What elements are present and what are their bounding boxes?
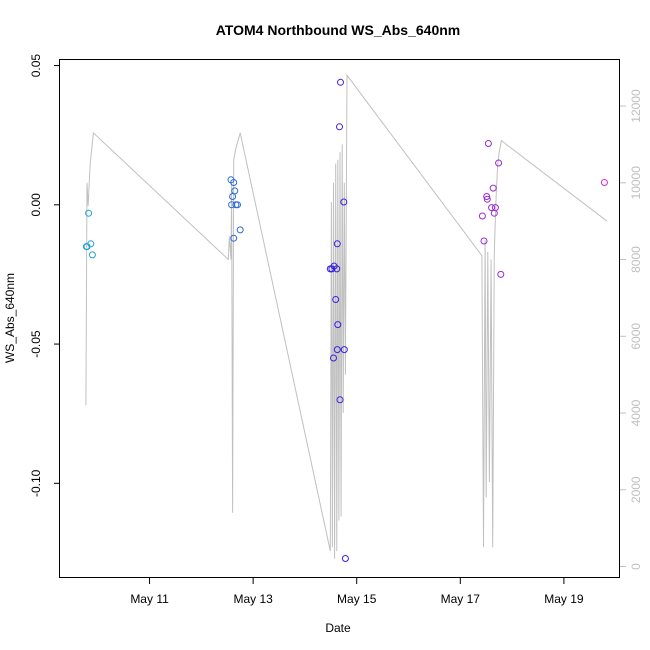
data-point xyxy=(333,240,341,248)
data-point xyxy=(491,204,499,212)
data-point xyxy=(495,159,503,167)
y2-tick-label: 10000 xyxy=(629,166,643,200)
y-axis: 0.05 0.00 -0.05 -0.10 xyxy=(29,54,60,497)
data-point xyxy=(88,251,96,259)
x-tick-label: May 15 xyxy=(337,592,377,606)
x-tick-label: May 17 xyxy=(441,592,481,606)
data-point xyxy=(483,193,491,200)
data-point xyxy=(490,209,498,217)
y2-tick-label: 12000 xyxy=(629,89,643,123)
data-point xyxy=(234,201,241,209)
x-tick-label: May 19 xyxy=(544,592,584,606)
y-axis-label: WS_Abs_640nm xyxy=(3,273,17,363)
data-point xyxy=(336,123,343,131)
y2-tick-label: 2000 xyxy=(629,476,643,503)
plot-frame xyxy=(59,59,620,578)
data-point xyxy=(483,195,491,203)
data-point xyxy=(489,184,497,192)
y2-tick-label: 6000 xyxy=(629,323,643,350)
data-point xyxy=(600,179,608,186)
data-point xyxy=(236,226,244,234)
data-point xyxy=(340,198,348,206)
data-point xyxy=(340,346,348,354)
y2-tick-label: 0 xyxy=(629,563,643,570)
data-point xyxy=(229,193,237,200)
data-point xyxy=(336,396,344,404)
y-tick-label: -0.05 xyxy=(29,330,43,358)
data-point xyxy=(484,140,492,147)
data-point xyxy=(231,187,239,195)
x-tick-label: May 11 xyxy=(130,592,169,606)
data-point xyxy=(333,346,341,354)
data-points-layer xyxy=(82,78,608,562)
data-point xyxy=(334,321,342,329)
y2-tick-label: 8000 xyxy=(629,246,643,273)
chart-title: ATOM4 Northbound WS_Abs_640nm xyxy=(216,22,461,38)
data-point xyxy=(332,296,340,303)
y-tick-label: 0.05 xyxy=(29,54,43,78)
data-point xyxy=(488,204,496,212)
data-point xyxy=(341,555,349,562)
data-point xyxy=(337,78,344,86)
data-point xyxy=(85,209,93,217)
data-point xyxy=(497,270,505,278)
data-point xyxy=(230,234,238,242)
y2-tick-label: 4000 xyxy=(629,399,643,426)
data-point xyxy=(480,237,488,245)
secondary-series-line-layer xyxy=(85,73,608,559)
x-axis: May 11 May 13 May 15 May 17 May 19 xyxy=(130,578,584,606)
data-point xyxy=(478,212,486,220)
x-tick-label: May 13 xyxy=(233,592,273,606)
data-point xyxy=(333,265,341,273)
data-point xyxy=(330,354,337,362)
y-tick-label: 0.00 xyxy=(29,193,43,217)
x-axis-label: Date xyxy=(325,621,351,635)
data-point xyxy=(230,179,238,186)
y-tick-label: -0.10 xyxy=(29,469,43,497)
secondary-y-axis: 0 2000 4000 6000 8000 10000 12000 xyxy=(620,89,643,570)
secondary-series-line xyxy=(85,73,608,559)
data-point xyxy=(82,243,90,251)
